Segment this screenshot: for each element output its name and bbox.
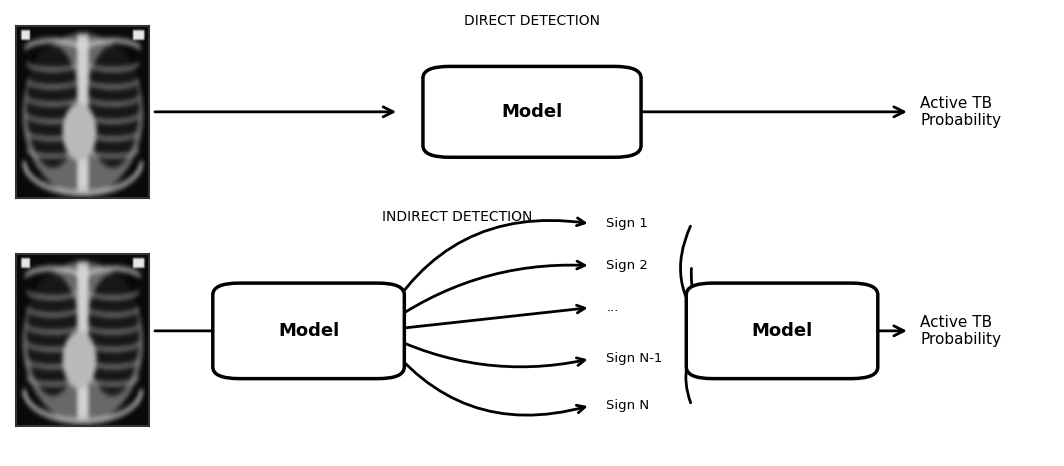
- Text: ...: ...: [606, 301, 619, 314]
- FancyBboxPatch shape: [213, 283, 404, 378]
- Text: DIRECT DETECTION: DIRECT DETECTION: [464, 14, 600, 28]
- Text: Active TB
Probability: Active TB Probability: [920, 96, 1001, 128]
- FancyBboxPatch shape: [686, 283, 878, 378]
- FancyBboxPatch shape: [422, 67, 641, 158]
- Text: Model: Model: [501, 103, 563, 121]
- Text: Sign 1: Sign 1: [606, 217, 648, 230]
- Text: INDIRECT DETECTION: INDIRECT DETECTION: [382, 210, 533, 224]
- Text: Model: Model: [278, 322, 339, 340]
- Text: Sign N: Sign N: [606, 399, 650, 412]
- Text: Sign N-1: Sign N-1: [606, 352, 663, 365]
- Text: Model: Model: [751, 322, 813, 340]
- Text: Sign 2: Sign 2: [606, 259, 648, 272]
- Text: Active TB
Probability: Active TB Probability: [920, 315, 1001, 347]
